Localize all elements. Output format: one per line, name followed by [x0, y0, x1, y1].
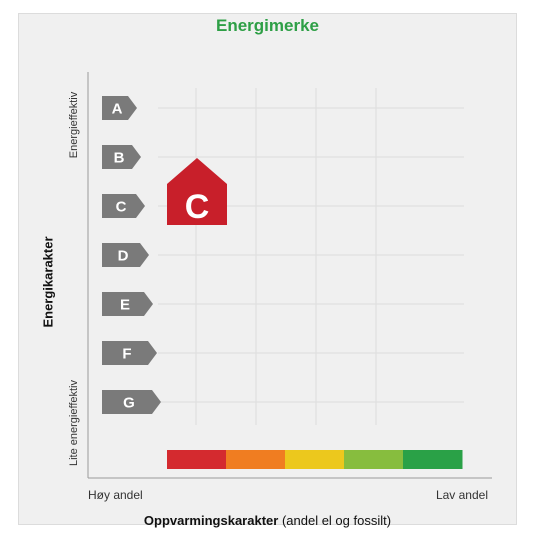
- chart-panel: [18, 13, 517, 525]
- energy-tag-a: [102, 96, 137, 120]
- heating-color-scale: [167, 450, 463, 469]
- energy-tag-label-e: E: [120, 297, 130, 314]
- y-axis-bottom-label: Lite energieffektiv: [68, 379, 80, 467]
- heating-scale-segment-3: [285, 450, 345, 469]
- x-axis-title-rest: (andel el og fossilt): [278, 513, 392, 528]
- energy-class-tags: A B C D E F G: [102, 96, 161, 414]
- x-axis-right-label: Lav andel: [435, 488, 488, 502]
- energy-tag-label-b: B: [114, 150, 125, 167]
- energy-tag-c: [102, 194, 145, 218]
- heating-scale-segment-2: [226, 450, 286, 469]
- energy-tag-label-g: G: [123, 395, 135, 412]
- energy-tag-e: [102, 292, 153, 316]
- y-axis-top-label: Energieffektiv: [68, 91, 80, 159]
- energy-tag-g: [102, 390, 161, 414]
- x-axis-title: Oppvarmingskarakter (andel el og fossilt…: [0, 513, 535, 528]
- heating-scale-segment-5: [403, 450, 463, 469]
- grid-lines: [158, 88, 464, 425]
- heating-scale-segment-4: [344, 450, 404, 469]
- energy-tag-b: [102, 145, 141, 169]
- chart-title: Energimerke: [216, 16, 319, 35]
- rated-class-badge-group: C: [167, 158, 227, 226]
- axes: [87, 72, 492, 479]
- rated-class-badge: [167, 158, 227, 225]
- rated-class-label: C: [185, 188, 210, 226]
- x-axis-title-bold: Oppvarmingskarakter: [143, 513, 279, 528]
- energy-tag-label-d: D: [118, 248, 129, 265]
- energy-tag-label-a: A: [112, 101, 123, 118]
- y-axis-title: Energikarakter: [40, 236, 56, 328]
- energy-tag-f: [102, 341, 157, 365]
- energy-tag-label-c: C: [116, 199, 127, 216]
- heating-scale-segment-1: [167, 450, 227, 469]
- x-axis-left-label: Høy andel: [88, 488, 143, 502]
- energy-tag-d: [102, 243, 149, 267]
- energy-tag-label-f: F: [122, 346, 131, 363]
